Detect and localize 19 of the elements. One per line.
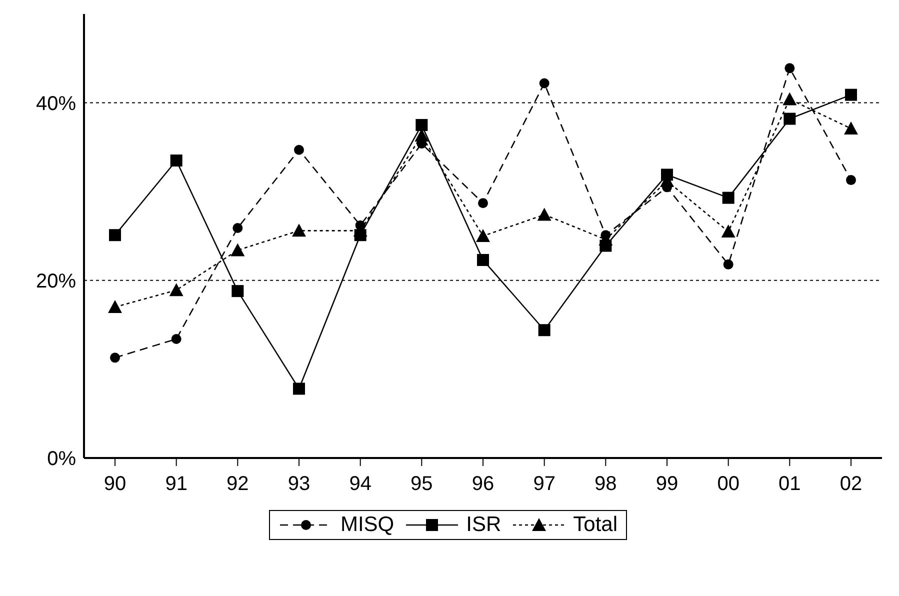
legend-label: MISQ — [340, 513, 394, 537]
x-tick-label: 92 — [226, 473, 249, 496]
x-tick-label: 97 — [533, 473, 556, 496]
x-tick-label: 90 — [104, 473, 126, 496]
y-tick-label: 20% — [36, 270, 76, 292]
x-tick-label: 01 — [778, 473, 801, 496]
x-tick-label: 02 — [840, 473, 862, 496]
x-tick-label: 98 — [594, 473, 617, 496]
x-tick-label: 00 — [717, 473, 740, 496]
x-tick-label: 95 — [410, 473, 433, 496]
x-tick-label: 93 — [288, 473, 310, 496]
legend-label: Total — [573, 513, 618, 537]
x-tick-label: 91 — [165, 473, 188, 496]
legend-label: ISR — [466, 513, 502, 537]
x-tick-label: 94 — [349, 473, 372, 496]
y-tick-label: 40% — [36, 92, 76, 115]
x-tick-label: 96 — [472, 473, 494, 496]
y-tick-label: 0% — [47, 448, 76, 470]
x-tick-label: 99 — [656, 473, 678, 496]
